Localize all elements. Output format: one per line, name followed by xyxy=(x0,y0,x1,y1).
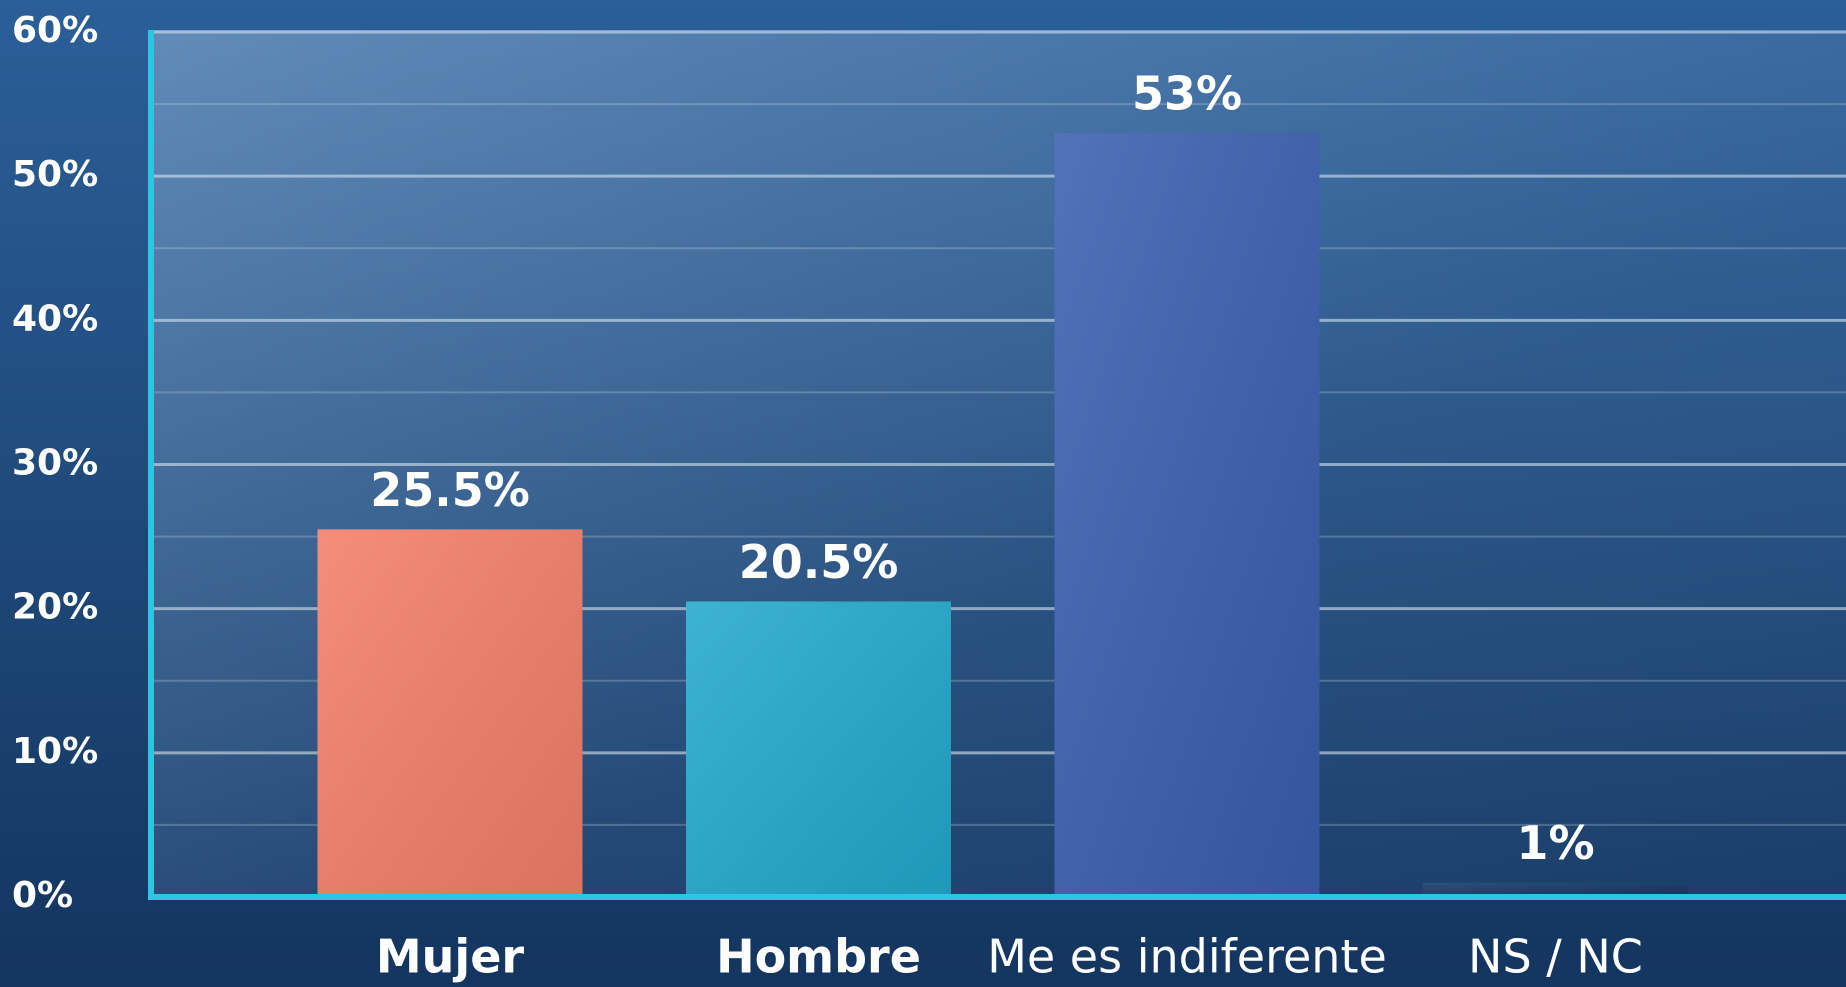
y-tick-label: 0% xyxy=(12,875,73,916)
bar-sheen xyxy=(1054,132,1320,897)
bar-sheen xyxy=(686,601,951,897)
value-label: 25.5% xyxy=(370,463,530,517)
value-label: 20.5% xyxy=(739,535,899,589)
y-tick-label: 40% xyxy=(12,298,98,339)
x-tick-label: NS / NC xyxy=(1468,930,1643,984)
y-tick-label: 50% xyxy=(12,154,98,195)
x-tick-label: Me es indiferente xyxy=(987,930,1387,984)
bar-sheen xyxy=(1423,882,1688,897)
y-tick-label: 30% xyxy=(12,443,98,484)
y-tick-label: 60% xyxy=(12,10,98,51)
x-tick-label: Hombre xyxy=(716,930,921,984)
x-tick-label: Mujer xyxy=(376,930,524,984)
value-label: 53% xyxy=(1132,66,1242,120)
y-tick-label: 10% xyxy=(12,731,98,772)
bar-sheen xyxy=(317,529,583,897)
value-label: 1% xyxy=(1516,816,1594,870)
y-tick-label: 20% xyxy=(12,587,98,628)
